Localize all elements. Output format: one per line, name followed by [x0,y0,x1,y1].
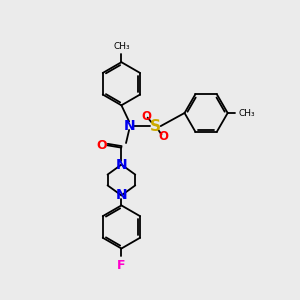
Text: CH₃: CH₃ [238,109,255,118]
Text: CH₃: CH₃ [113,42,130,51]
Text: O: O [141,110,151,123]
Text: O: O [158,130,168,142]
Text: N: N [123,119,135,133]
Text: F: F [117,259,126,272]
Text: S: S [150,118,161,134]
Text: N: N [116,158,127,172]
Text: O: O [96,139,107,152]
Text: N: N [116,188,127,203]
